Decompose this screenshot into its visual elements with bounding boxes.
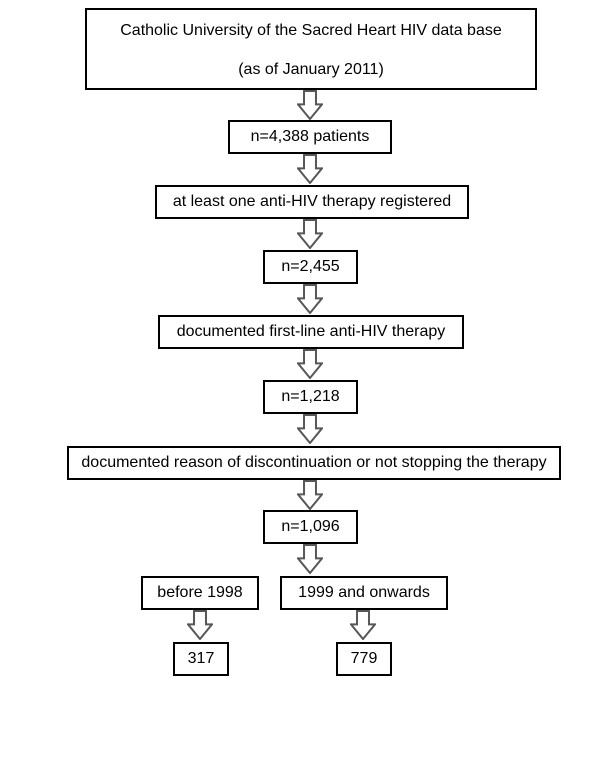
n2-text: at least one anti-HIV therapy registered [173, 190, 451, 214]
down-arrow-icon [297, 90, 323, 120]
flow-node-n3: n=2,455 [263, 250, 358, 284]
n10-text: 317 [188, 647, 215, 671]
n7-text: n=1,096 [281, 515, 339, 539]
n3-text: n=2,455 [281, 255, 339, 279]
n1-text: n=4,388 patients [251, 125, 370, 149]
flow-node-n1: n=4,388 patients [228, 120, 392, 154]
down-arrow-icon [297, 219, 323, 249]
n8-text: before 1998 [157, 581, 242, 605]
flow-node-n7: n=1,096 [263, 510, 358, 544]
down-arrow-icon [350, 610, 376, 640]
flow-node-n6: documented reason of discontinuation or … [67, 446, 561, 480]
flow-node-n8: before 1998 [141, 576, 259, 610]
down-arrow-icon [297, 480, 323, 510]
n6-text: documented reason of discontinuation or … [81, 451, 546, 475]
down-arrow-icon [187, 610, 213, 640]
n9-text: 1999 and onwards [298, 581, 430, 605]
root-line2: (as of January 2011) [238, 61, 384, 79]
flow-node-n11: 779 [336, 642, 392, 676]
flow-node-n2: at least one anti-HIV therapy registered [155, 185, 469, 219]
flow-node-root: Catholic University of the Sacred Heart … [85, 8, 537, 90]
down-arrow-icon [297, 544, 323, 574]
flow-node-n5: n=1,218 [263, 380, 358, 414]
flow-node-n9: 1999 and onwards [280, 576, 448, 610]
n11-text: 779 [351, 647, 378, 671]
flow-node-n10: 317 [173, 642, 229, 676]
n4-text: documented first-line anti-HIV therapy [177, 320, 446, 344]
n5-text: n=1,218 [281, 385, 339, 409]
down-arrow-icon [297, 284, 323, 314]
down-arrow-icon [297, 154, 323, 184]
flow-node-n4: documented first-line anti-HIV therapy [158, 315, 464, 349]
root-line1: Catholic University of the Sacred Heart … [120, 19, 502, 43]
down-arrow-icon [297, 414, 323, 444]
down-arrow-icon [297, 349, 323, 379]
